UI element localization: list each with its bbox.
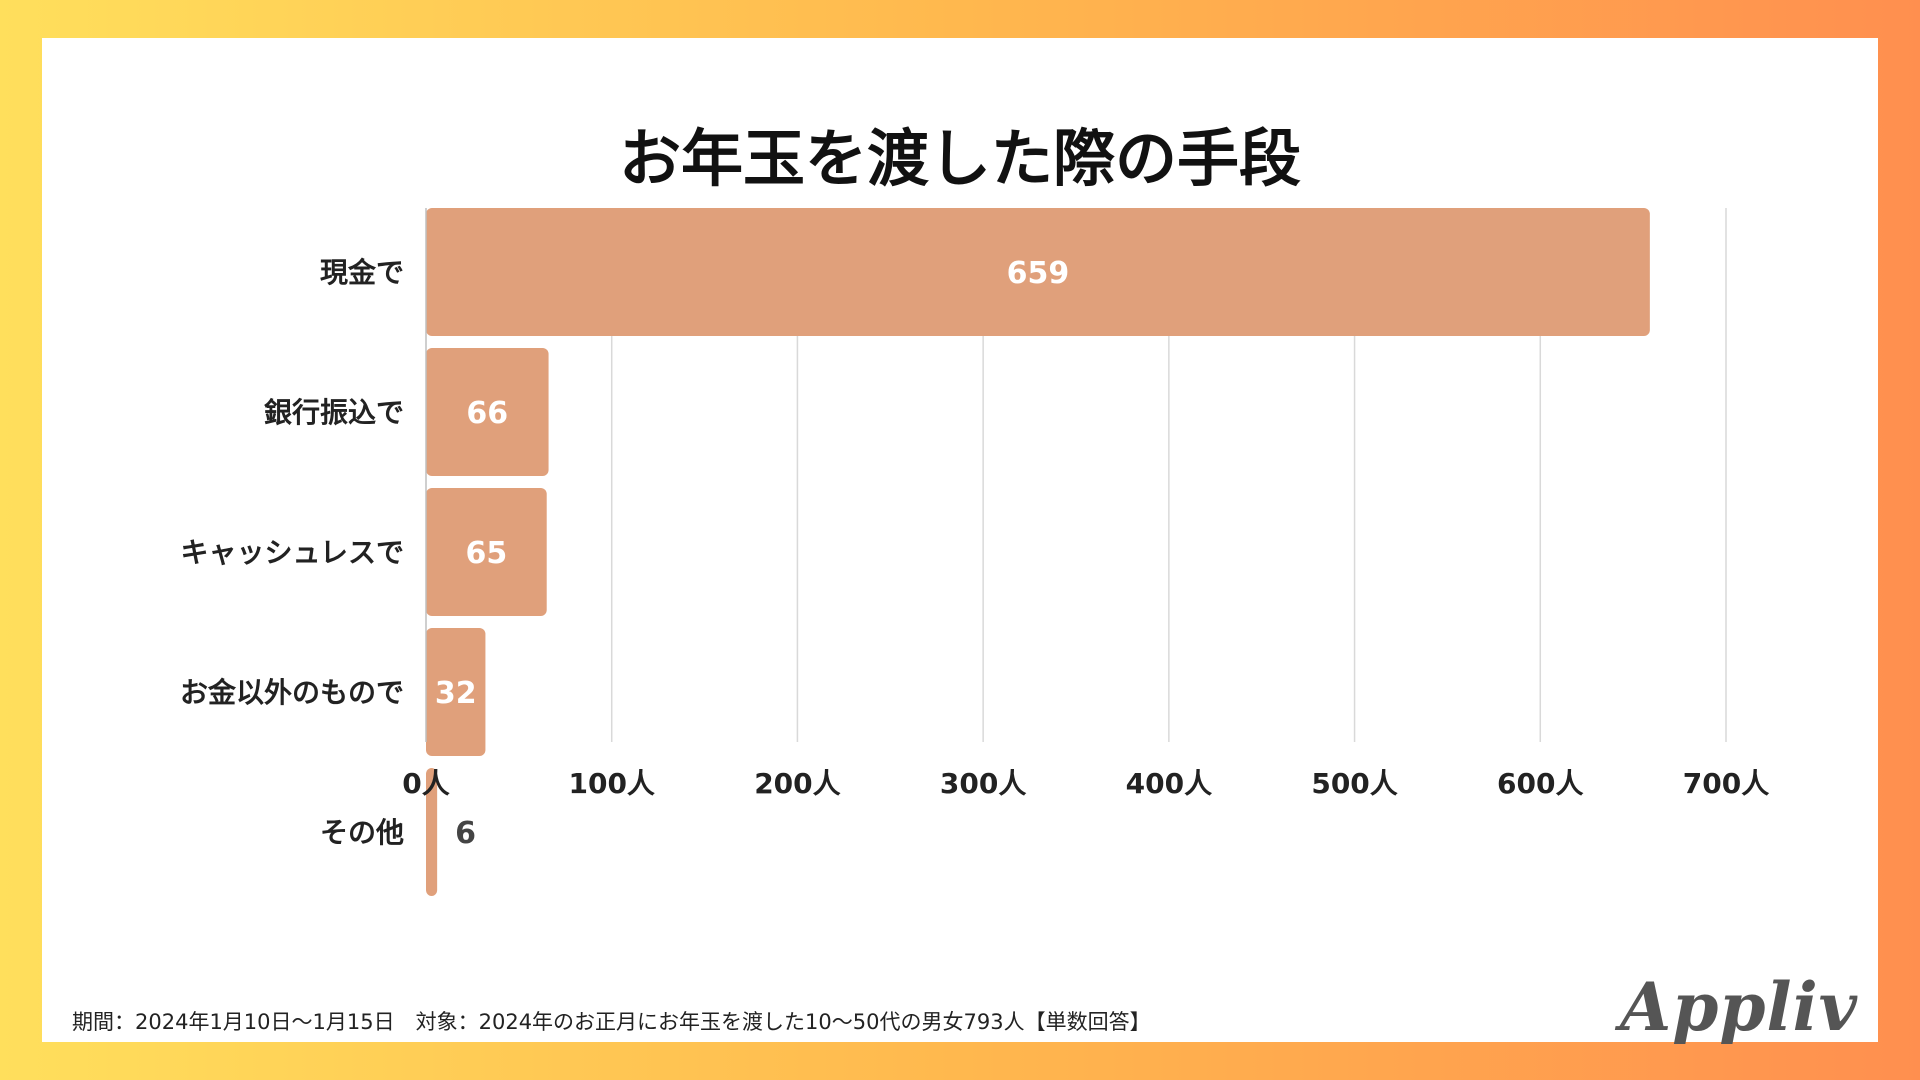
data-label: 659 <box>1007 256 1070 291</box>
bar <box>426 628 486 756</box>
category-label: お金以外のもので <box>180 676 404 709</box>
x-tick-label: 300人 <box>940 767 1026 800</box>
data-label: 32 <box>435 676 477 711</box>
data-label: 6 <box>455 816 476 851</box>
survey-footnote: 期間：2024年1月10日〜1月15日 対象：2024年のお正月にお年玉を渡した… <box>72 1010 1151 1034</box>
category-label: キャッシュレスで <box>181 536 404 569</box>
x-tick-label: 100人 <box>568 767 654 800</box>
bar <box>426 348 549 476</box>
bar <box>426 208 1650 336</box>
data-label: 65 <box>465 536 507 571</box>
chart-card: お年玉を渡した際の手段 659 66 65 32 6 0人 100人 200人 300人 400… <box>42 38 1878 1046</box>
axis: 0人 100人 200人 300人 400人 500人 600人 700人 現金で銀行振込でキャ… <box>180 208 1769 849</box>
appliv-logo: Appliv <box>1620 968 1858 1046</box>
category-label: 銀行振込で <box>264 396 404 429</box>
bar-chart: 659 66 65 32 6 0人 100人 200人 300人 400人 500人 600人 700… <box>180 208 1769 896</box>
x-tick-label: 400人 <box>1126 767 1212 800</box>
bar <box>426 768 438 896</box>
bar <box>426 488 547 616</box>
chart-title: お年玉を渡した際の手段 <box>618 122 1301 195</box>
category-label: その他 <box>320 816 404 849</box>
bars: 659 66 65 32 6 <box>426 208 1650 896</box>
data-label: 66 <box>466 396 508 431</box>
x-tick-label: 0人 <box>402 767 449 800</box>
x-tick-label: 700人 <box>1683 767 1769 800</box>
x-tick-label: 600人 <box>1497 767 1583 800</box>
x-tick-label: 500人 <box>1311 767 1397 800</box>
x-tick-label: 200人 <box>754 767 840 800</box>
category-label: 現金で <box>320 256 404 289</box>
